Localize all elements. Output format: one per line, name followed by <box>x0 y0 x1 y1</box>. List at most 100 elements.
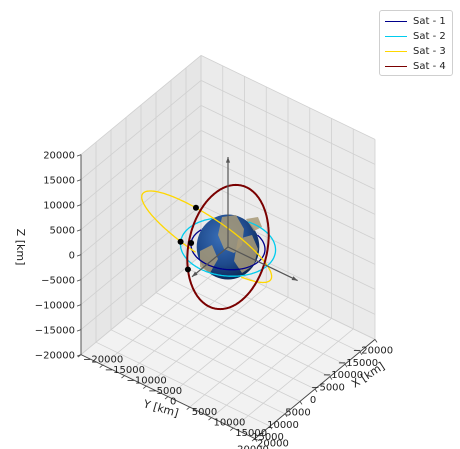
satellite-marker-2 <box>177 238 184 245</box>
x-frame-arrow-head <box>291 276 298 281</box>
legend-item-sat-4: Sat - 4 <box>385 59 447 74</box>
y-tick-label: −15000 <box>338 358 378 369</box>
legend-swatch <box>385 21 407 22</box>
legend-item-sat-2: Sat - 2 <box>385 29 447 44</box>
grid-floor-y <box>185 267 361 353</box>
z-tick-mark <box>76 279 82 282</box>
grid-wall-yz-z <box>80 55 202 155</box>
grid-wall-xz-z <box>200 55 376 140</box>
x-tick-mark <box>121 375 125 379</box>
z-tick-mark <box>76 229 82 232</box>
y-tick-label: 15000 <box>252 432 284 443</box>
y-tick-label: −10000 <box>323 370 363 381</box>
grid-floor-y <box>155 292 331 377</box>
z-tick-label: 0 <box>69 251 75 262</box>
y-tick-mark <box>254 438 258 442</box>
grid-wall-yz-z <box>80 80 202 180</box>
x-tick-label: 5000 <box>192 407 217 418</box>
z-tick-label: 20000 <box>43 151 75 162</box>
grid-floor-y <box>95 341 271 427</box>
frame-arrows <box>191 157 298 282</box>
z-tick-mark <box>76 329 82 332</box>
y-tick-label: −5000 <box>311 383 345 394</box>
grid-wall-xz-z <box>200 105 376 190</box>
x-tick-mark <box>229 427 234 431</box>
grid-wall-yz-z <box>80 205 202 305</box>
z-tick-label: 15000 <box>43 176 75 187</box>
x-tick-label: −15000 <box>105 365 145 376</box>
tick-labels: −20000−15000−10000−500005000100001500020… <box>35 151 393 449</box>
y-tick-mark <box>329 376 333 380</box>
x-tick-mark <box>99 364 104 368</box>
grid-wall-yz-z <box>80 180 202 280</box>
y-tick-label: 0 <box>310 395 316 406</box>
orbit-sat-3-front <box>240 265 273 284</box>
x-tick-mark <box>164 396 169 400</box>
satellite-marker-3 <box>192 204 199 211</box>
z-tick-mark <box>76 204 82 207</box>
legend: Sat - 1 Sat - 2 Sat - 3 Sat - 4 <box>379 10 453 76</box>
z-tick-label: −5000 <box>41 276 75 287</box>
x-tick-label: 0 <box>170 397 176 408</box>
grid-wall-xz-z <box>200 180 376 265</box>
z-axis-label: Z [km] <box>14 229 27 266</box>
orbit-sat-4-front <box>186 183 270 311</box>
satellite-marker-4 <box>184 266 191 273</box>
orbit-sat-2-front <box>179 217 268 277</box>
y-tick-label: 5000 <box>285 407 310 418</box>
x-tick-mark <box>186 406 191 410</box>
y-frame-arrow-head <box>192 271 198 277</box>
grid-wall-yz-z <box>80 130 202 230</box>
x-frame-arrow <box>227 246 298 282</box>
x-tick-label: 15000 <box>235 428 267 439</box>
y-tick-mark <box>314 388 318 393</box>
x-tick-mark <box>208 417 212 421</box>
x-tick-label: 10000 <box>214 418 246 429</box>
x-tick-mark <box>251 438 256 442</box>
satellite-marker-1 <box>188 239 195 246</box>
satellite-markers <box>177 204 199 273</box>
grid-floor-y <box>125 317 301 402</box>
z-tick-label: −10000 <box>35 301 75 312</box>
z-tick-label: −15000 <box>35 326 75 337</box>
x-tick-label: −5000 <box>148 386 182 397</box>
legend-swatch <box>385 36 407 37</box>
z-tick-mark <box>76 254 82 257</box>
z-tick-mark <box>76 179 82 182</box>
y-tick-mark <box>374 339 378 343</box>
z-tick-mark <box>76 354 82 357</box>
x-tick-mark <box>142 385 147 389</box>
y-tick-label: −20000 <box>353 345 393 356</box>
grid-floor-y <box>170 279 346 365</box>
grid-wall-xz-z <box>200 155 376 240</box>
y-tick-label: 10000 <box>267 420 299 431</box>
legend-label: Sat - 2 <box>413 31 446 42</box>
grid-wall-yz-z <box>80 105 202 205</box>
legend-label: Sat - 4 <box>413 61 446 72</box>
x-tick-label: −10000 <box>127 376 167 387</box>
z-tick-label: 10000 <box>43 201 75 212</box>
z-tick-label: −20000 <box>35 351 75 362</box>
y-tick-mark <box>284 413 288 418</box>
z-tick-label: 5000 <box>50 226 75 237</box>
z-tick-mark <box>76 154 82 157</box>
legend-label: Sat - 3 <box>413 46 446 57</box>
orbit-sat-2-front <box>248 221 277 267</box>
z-tick-mark <box>76 304 82 307</box>
x-tick-label: −20000 <box>83 355 123 366</box>
grid-floor-y <box>140 304 316 390</box>
x-tick-label: 20000 <box>257 439 289 449</box>
y-tick-mark <box>359 351 363 356</box>
grid-wall-yz-z <box>80 155 202 255</box>
legend-item-sat-1: Sat - 1 <box>385 14 447 29</box>
landmass <box>234 235 258 273</box>
z-frame-arrow-head <box>225 157 231 163</box>
legend-swatch <box>385 66 407 67</box>
legend-label: Sat - 1 <box>413 16 446 27</box>
grid-wall-xz-z <box>200 130 376 215</box>
grid-wall-yz-z <box>80 255 202 355</box>
legend-item-sat-3: Sat - 3 <box>385 44 447 59</box>
y-tick-mark <box>299 401 303 405</box>
legend-swatch <box>385 51 407 52</box>
